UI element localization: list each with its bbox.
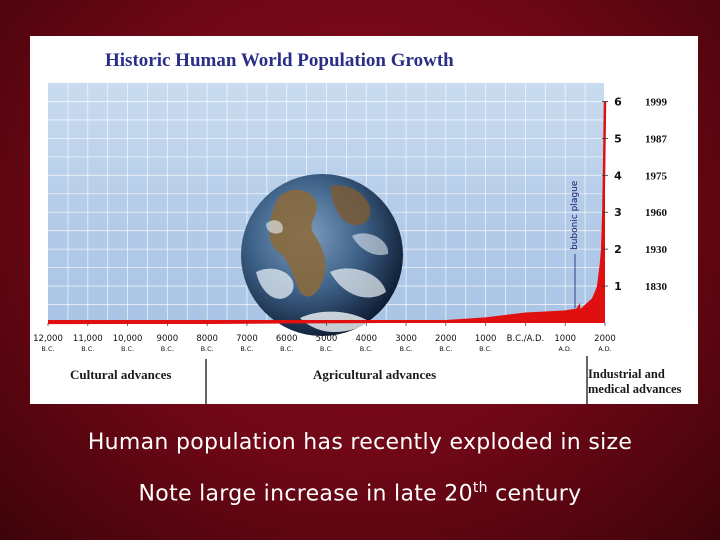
- x-tick-label: 12,000: [33, 334, 63, 344]
- x-tick-era: B.C.: [400, 345, 413, 353]
- x-tick-label: 6000: [276, 334, 298, 344]
- plague-annotation: bubonic plague: [570, 180, 580, 250]
- x-tick-era: A.D.: [598, 345, 611, 353]
- y-tick-year-label: 1975: [645, 170, 668, 182]
- y-tick-label: 3: [614, 206, 622, 219]
- chart-title: Historic Human World Population Growth: [105, 50, 454, 71]
- caption-line-2: Note large increase in late 20th century: [0, 480, 720, 506]
- x-tick-era: A.D.: [558, 345, 571, 353]
- y-axis-ticks: 1 1830 2 1930 3 1960 4 1975 5 1987 6 1999: [602, 95, 668, 293]
- x-tick-label: 3000: [395, 334, 417, 344]
- x-tick-label: 7000: [236, 334, 258, 344]
- y-tick-year-label: 1830: [645, 281, 668, 293]
- population-series: [47, 101, 607, 325]
- y-tick-label: 1: [614, 280, 622, 293]
- x-tick-era: B.C.: [280, 345, 293, 353]
- x-tick-era: B.C.: [41, 345, 54, 353]
- y-tick-year-label: 1930: [645, 244, 668, 256]
- caption-line-1-text: Human population has recently exploded i…: [87, 430, 633, 455]
- x-tick-era: B.C.: [121, 345, 134, 353]
- era-label-industrial-line2: medical advances: [588, 382, 682, 396]
- y-tick-label: 5: [614, 132, 622, 145]
- x-tick-era: B.C.: [479, 345, 492, 353]
- earth-globe-image: [241, 174, 403, 336]
- x-tick-label: 8000: [196, 334, 218, 344]
- y-tick-label: 2: [614, 243, 622, 256]
- era-label-agricultural: Agricultural advances: [313, 367, 436, 382]
- x-tick-label: 1000: [554, 334, 576, 344]
- x-tick-label: 1000: [475, 334, 497, 344]
- x-tick-era: B.C.: [320, 345, 333, 353]
- y-tick-label: 6: [614, 95, 622, 108]
- x-tick-label: 9000: [157, 334, 179, 344]
- caption-line-2-text: Note large increase in late 20: [138, 481, 473, 507]
- caption-superscript: th: [472, 480, 488, 496]
- x-tick-label: 4000: [355, 334, 377, 344]
- x-tick-label: 11,000: [73, 334, 103, 344]
- x-tick-label: 5000: [316, 334, 338, 344]
- era-label-industrial-line1: Industrial and: [588, 367, 665, 381]
- x-tick-era: B.C.: [81, 345, 94, 353]
- y-tick-label: 4: [614, 169, 622, 182]
- x-axis-ticks: 12,000B.C.11,000B.C.10,000B.C.9000B.C.80…: [33, 323, 616, 353]
- x-tick-label: 10,000: [113, 334, 143, 344]
- y-tick-year-label: 1999: [645, 96, 668, 108]
- caption-line-1: Human population has recently exploded i…: [0, 430, 720, 455]
- y-tick-year-label: 1987: [645, 133, 668, 145]
- caption-line-2-end: century: [487, 481, 582, 507]
- x-tick-label: B.C./A.D.: [507, 334, 545, 344]
- era-label-cultural: Cultural advances: [70, 367, 171, 382]
- population-chart-figure: Historic Human World Population Growth b…: [30, 36, 698, 404]
- x-tick-era: B.C.: [161, 345, 174, 353]
- x-tick-era: B.C.: [360, 345, 373, 353]
- population-chart: Historic Human World Population Growth b…: [33, 50, 682, 404]
- x-tick-era: B.C.: [240, 345, 253, 353]
- x-tick-era: B.C.: [201, 345, 214, 353]
- y-tick-year-label: 1960: [645, 207, 668, 219]
- x-tick-era: B.C.: [439, 345, 452, 353]
- x-tick-label: 2000: [594, 334, 616, 344]
- baseline-bar: [48, 320, 605, 323]
- x-tick-label: 2000: [435, 334, 457, 344]
